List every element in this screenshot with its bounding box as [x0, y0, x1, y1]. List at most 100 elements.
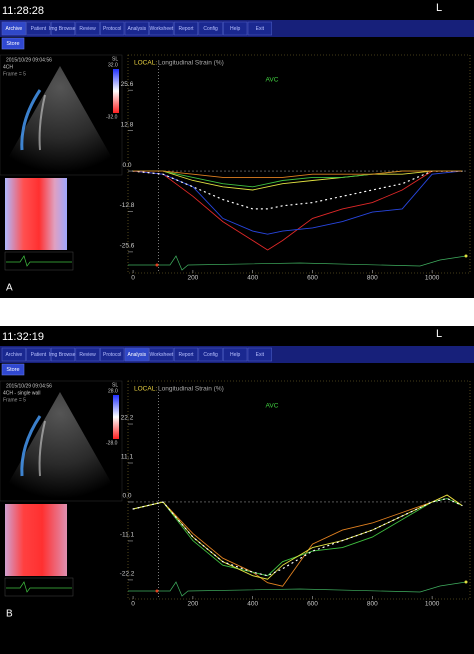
menu-tab-label[interactable]: Exit: [256, 26, 265, 32]
menu-tab-label[interactable]: Worksheet: [149, 26, 173, 32]
menu-tab[interactable]: [223, 347, 248, 362]
menu-tab-label[interactable]: Img Browser: [49, 352, 77, 358]
menu-tab-label[interactable]: Config: [203, 26, 218, 32]
avc-label: AVC: [266, 77, 279, 84]
chart-title: Longitudinal Strain (%): [158, 60, 224, 67]
menu-tab[interactable]: [149, 347, 174, 362]
menu-tab-label[interactable]: Protocol: [103, 352, 121, 358]
color-scale: [113, 69, 119, 113]
menu-tab[interactable]: [1, 347, 26, 362]
menu-tab-label[interactable]: Analysis: [127, 352, 146, 358]
ecg-strip: [4, 577, 74, 597]
menu-tab-label[interactable]: Review: [79, 26, 96, 32]
ecg-strip: [4, 251, 74, 271]
x-tick-label: 800: [367, 275, 378, 282]
chart-frame: [127, 380, 471, 600]
scale-label: SL: [112, 382, 118, 388]
menu-tab-label[interactable]: Report: [178, 26, 194, 32]
menu-tab-label[interactable]: Analysis: [127, 26, 146, 32]
y-tick-label: 0.0: [122, 493, 131, 500]
menu-tab[interactable]: [1, 21, 26, 36]
strain-curve: [132, 497, 463, 577]
x-tick-label: 200: [187, 275, 198, 282]
echo-wall: [38, 94, 46, 151]
y-tick-label: 25.6: [121, 81, 134, 88]
ecg-trace: [6, 581, 72, 593]
y-tick-label: -12.8: [120, 202, 135, 209]
strain-curve: [133, 170, 462, 251]
strain-curve: [133, 170, 463, 235]
x-tick-label: 0: [131, 601, 135, 608]
menu-tab-label[interactable]: Review: [79, 352, 96, 358]
store-button[interactable]: [1, 363, 25, 376]
chart-title: Longitudinal Strain (%): [158, 386, 224, 393]
menu-tab[interactable]: [173, 347, 199, 362]
chart-ecg-trace: [128, 581, 467, 597]
menu-tab[interactable]: [247, 347, 272, 362]
view-label: 4CH: [3, 64, 13, 70]
menu-tab-label[interactable]: Help: [230, 26, 241, 32]
menu-tab[interactable]: [149, 21, 174, 36]
menu-tab[interactable]: [100, 347, 125, 362]
menu-tab[interactable]: [75, 347, 100, 362]
menu-tab-label[interactable]: Help: [230, 352, 241, 358]
avc-label: AVC: [266, 403, 279, 410]
menu-tab[interactable]: [100, 21, 125, 36]
menu-tab-label[interactable]: Protocol: [103, 26, 121, 32]
chart-ecg-trace: [128, 255, 467, 271]
strain-color-map: [5, 178, 67, 250]
clock: 11:32:19: [2, 331, 44, 343]
frame-label: Frame = 5: [3, 71, 26, 77]
menu-tab[interactable]: [26, 21, 51, 36]
menu-tab[interactable]: [198, 347, 223, 362]
clock: 11:28:28: [2, 5, 44, 17]
ecg-marker: [155, 589, 159, 593]
store-button-label[interactable]: Store: [6, 41, 19, 47]
x-tick-label: 1000: [425, 275, 440, 282]
menu-tab[interactable]: [173, 21, 199, 36]
strain-curve: [133, 170, 462, 178]
menu-tab[interactable]: [247, 21, 272, 36]
chart-title-prefix: LOCAL:: [134, 60, 157, 67]
menu-tab[interactable]: [50, 347, 76, 362]
chart-frame: [127, 54, 471, 274]
strain-curve: [132, 494, 463, 580]
menu-tab[interactable]: [75, 21, 100, 36]
x-tick-label: 600: [307, 601, 318, 608]
menu-tab-label[interactable]: Archive: [5, 26, 22, 32]
scale-max: 28.0: [108, 388, 118, 394]
strain-curve: [132, 170, 463, 210]
strain-color-map: [5, 504, 67, 576]
panel-label: B: [6, 609, 13, 620]
frame-label: Frame = 5: [3, 397, 26, 403]
menu-tab-label[interactable]: Worksheet: [149, 352, 173, 358]
strain-curve: [132, 494, 463, 587]
chart-title-prefix: LOCAL:: [134, 386, 157, 393]
echo-sector: [4, 392, 116, 499]
store-button[interactable]: [1, 37, 25, 50]
menu-tab[interactable]: [124, 347, 149, 362]
menu-tab[interactable]: [26, 347, 51, 362]
store-button-label[interactable]: Store: [6, 367, 19, 373]
panel-gap: [0, 298, 474, 326]
menu-tab[interactable]: [198, 21, 223, 36]
x-tick-label: 600: [307, 275, 318, 282]
scale-max: 32.0: [108, 62, 118, 68]
menu-tab-label[interactable]: Archive: [5, 352, 22, 358]
menu-tab[interactable]: [124, 21, 149, 36]
y-tick-label: -22.2: [120, 571, 135, 578]
menu-tab-label[interactable]: Img Browser: [49, 26, 77, 32]
menu-tab-label[interactable]: Patient: [31, 352, 47, 358]
menu-tab[interactable]: [223, 21, 248, 36]
orientation-marker: L: [436, 2, 442, 14]
scale-label: SL: [112, 56, 118, 62]
y-tick-label: 12.8: [121, 121, 134, 128]
menu-tab-label[interactable]: Config: [203, 352, 218, 358]
y-tick-label: 11.1: [121, 454, 134, 461]
menu-tab[interactable]: [50, 21, 76, 36]
x-tick-label: 400: [247, 601, 258, 608]
menu-tab-label[interactable]: Exit: [256, 352, 265, 358]
menu-tab-label[interactable]: Patient: [31, 26, 47, 32]
menu-tab-label[interactable]: Report: [178, 352, 194, 358]
